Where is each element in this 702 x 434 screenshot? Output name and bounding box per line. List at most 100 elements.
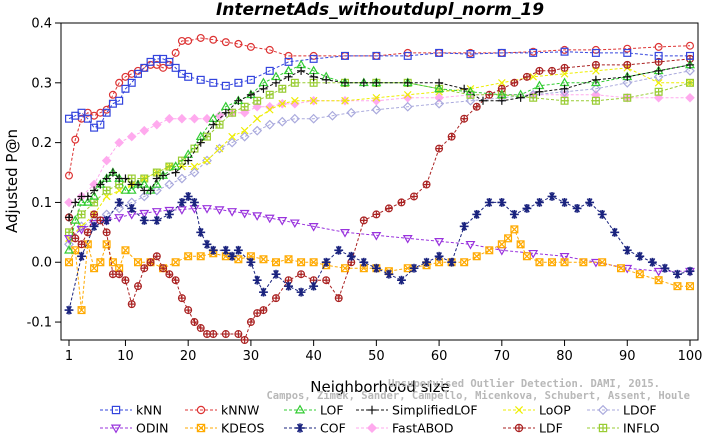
- data-point-odin: [371, 232, 382, 241]
- data-point-cof: [309, 281, 319, 291]
- data-point-ldf: [190, 318, 199, 327]
- series-line-odin: [68, 207, 690, 272]
- data-point-cof: [585, 198, 595, 207]
- data-point-simplifiedlof: [435, 78, 444, 87]
- x-tick-label: 90: [619, 349, 636, 364]
- data-point-knn: [265, 66, 274, 75]
- legend-item-knnw: kNNW: [185, 403, 259, 418]
- data-point-knn: [121, 84, 130, 93]
- data-point-cof: [522, 203, 532, 213]
- data-point-cof: [271, 269, 281, 279]
- data-point-ldf: [127, 300, 136, 309]
- data-point-ldf: [253, 309, 262, 318]
- series-line-inflo: [68, 82, 691, 233]
- data-point-lof: [434, 83, 445, 93]
- legend-label: INFLO: [623, 421, 660, 434]
- data-point-cof: [346, 251, 356, 261]
- data-point-loop: [560, 70, 569, 78]
- data-point-knn: [127, 78, 136, 87]
- y-tick-label: 0.4: [31, 17, 52, 32]
- data-point-simplifiedlof: [284, 72, 293, 81]
- data-point-odin: [252, 212, 263, 221]
- data-point-odin: [559, 252, 570, 262]
- data-point-simplifiedlof: [478, 96, 488, 105]
- x-axis-label: Neighborhood size: [310, 378, 449, 396]
- data-point-lof: [64, 244, 74, 254]
- data-point-kdeos: [685, 282, 694, 291]
- data-point-knn: [134, 69, 143, 78]
- data-point-inflo: [140, 174, 149, 183]
- data-point-simplifiedlof: [654, 66, 663, 75]
- data-point-loop: [265, 105, 274, 114]
- data-point-cof: [183, 192, 193, 201]
- data-point-ldf: [560, 63, 569, 72]
- data-point-lof: [151, 179, 162, 188]
- legend-label: LOF: [320, 403, 344, 418]
- data-point-knn: [466, 50, 475, 59]
- y-tick-label: 0.1: [31, 196, 52, 211]
- data-point-cof: [152, 215, 162, 225]
- data-point-loop: [497, 78, 506, 87]
- data-point-kdeos: [184, 252, 193, 261]
- data-point-ldf: [460, 114, 469, 123]
- data-point-odin: [434, 237, 445, 247]
- data-point-inflo: [102, 186, 111, 195]
- x-tick-label: 50: [368, 349, 385, 364]
- data-point-ldf: [71, 234, 80, 243]
- data-point-fastabod: [189, 113, 200, 124]
- data-point-ldf: [121, 276, 130, 285]
- data-point-knnw: [654, 42, 663, 51]
- data-point-ldf: [134, 282, 143, 291]
- data-point-knn: [165, 57, 174, 66]
- data-point-knn: [115, 96, 124, 105]
- data-point-kdeos: [522, 252, 531, 261]
- data-point-ldf: [422, 180, 431, 189]
- data-point-simplifiedlof: [221, 108, 230, 117]
- data-point-simplifiedlof: [460, 84, 469, 93]
- data-point-ldf: [297, 270, 306, 279]
- data-point-ldf: [623, 60, 632, 69]
- data-point-odin: [264, 214, 275, 224]
- legend-item-simplifiedlof: SimplifiedLOF: [356, 403, 478, 418]
- data-point-kdeos: [673, 282, 682, 291]
- data-point-simplifiedlof: [90, 186, 99, 195]
- data-point-odin: [202, 205, 212, 214]
- data-point-ldf: [177, 294, 186, 303]
- series-cof: [64, 192, 695, 315]
- watermark: Unsupervised Outlier Detection. DAMI, 20…: [266, 378, 690, 402]
- data-point-ldof: [402, 101, 413, 112]
- data-point-knnw: [209, 35, 218, 44]
- data-point-ldf: [102, 228, 111, 237]
- legend-label: LDF: [539, 421, 563, 434]
- data-point-ldf: [246, 318, 255, 327]
- data-point-ldf: [272, 294, 281, 303]
- legend-label: kNNW: [221, 403, 259, 418]
- legend-item-ldof: LDOF: [587, 403, 657, 418]
- x-tick-label: 100: [678, 349, 702, 364]
- data-point-fastabod: [126, 131, 137, 142]
- data-point-cof: [221, 245, 231, 255]
- data-point-kdeos: [297, 258, 306, 267]
- data-point-ldof: [622, 77, 633, 88]
- legend-item-kdeos: KDEOS: [185, 421, 265, 434]
- data-point-loop: [403, 90, 412, 99]
- data-point-simplifiedlof: [560, 84, 569, 93]
- data-point-inflo: [529, 93, 538, 102]
- data-point-kdeos: [472, 252, 481, 261]
- data-point-kdeos: [598, 258, 607, 267]
- data-point-kdeos: [497, 240, 506, 249]
- data-point-cof: [64, 305, 74, 315]
- data-point-knnw: [108, 90, 117, 99]
- data-point-ldf: [522, 72, 531, 81]
- data-point-odin: [151, 208, 162, 217]
- x-tick-label: 1: [65, 349, 73, 364]
- data-point-simplifiedlof: [184, 156, 193, 165]
- data-point-cof: [685, 266, 695, 276]
- data-point-lof: [89, 191, 100, 200]
- data-point-kdeos: [77, 306, 86, 315]
- data-point-knn: [685, 51, 694, 60]
- data-point-loop: [278, 99, 287, 108]
- data-point-simplifiedlof: [146, 186, 155, 195]
- data-point-kdeos: [485, 246, 494, 255]
- data-point-cof: [77, 251, 86, 261]
